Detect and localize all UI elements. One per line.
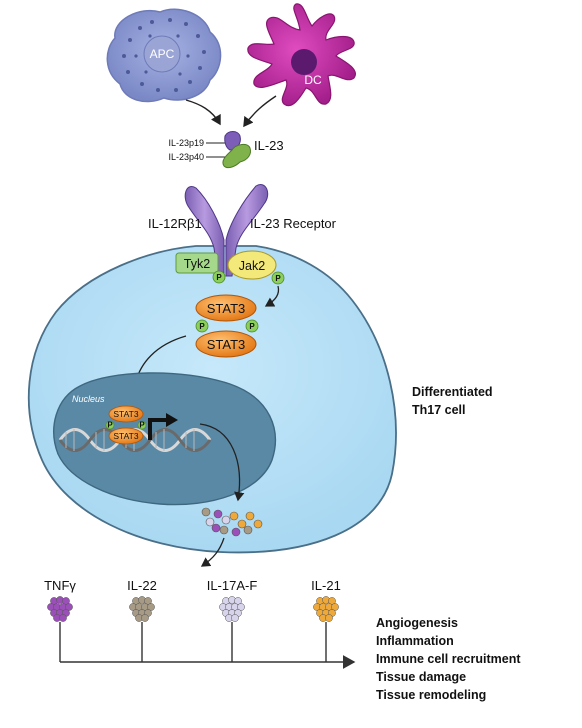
dc-cell: DC (247, 3, 356, 107)
cluster-0-bead (59, 614, 67, 622)
kinases: Tyk2 Jak2 P P (175, 250, 285, 307)
secreted-label-1: IL-22 (127, 578, 157, 593)
secreted-label-0: TNFγ (44, 578, 76, 593)
apc-cell: APC (106, 8, 222, 103)
phospho-stat3-left: P (199, 322, 205, 331)
jak2-oval (227, 250, 277, 280)
stat3-nuc-top-label: STAT3 (113, 409, 138, 419)
nucleus: Nucleus (53, 372, 276, 506)
cluster-1-bead (141, 614, 149, 622)
dc-label: DC (304, 73, 322, 87)
stat3-dimer: STAT3 STAT3 P P (195, 294, 259, 358)
cluster-2 (219, 596, 245, 622)
il23p19-label: IL-23p19 (168, 138, 204, 148)
tyk2-box (175, 252, 219, 274)
tyk2-label: Tyk2 (184, 257, 210, 271)
il23-receptor-label: IL-23 Receptor (250, 216, 337, 231)
effect-0: Angiogenesis (376, 616, 458, 630)
effect-4: Tissue remodeling (376, 688, 486, 702)
cluster-2-bead (231, 614, 239, 622)
effects-list: Angiogenesis Inflammation Immune cell re… (376, 616, 521, 702)
cluster-0 (47, 596, 73, 622)
il23p40-label: IL-23p40 (168, 152, 204, 162)
effect-2: Immune cell recruitment (376, 652, 521, 666)
cluster-3-bead (325, 614, 333, 622)
apc-label: APC (150, 47, 175, 61)
release-arrow (200, 537, 225, 567)
cluster-3 (313, 596, 339, 622)
il23-cytokine: IL-23p19 IL-23p40 IL-23 (168, 131, 284, 169)
stat3-top-label: STAT3 (207, 301, 246, 316)
secreted-label-3: IL-21 (311, 578, 341, 593)
effect-3: Tissue damage (376, 670, 466, 684)
cytokine-cluster (201, 507, 263, 537)
cell-label-line2: Th17 cell (412, 403, 466, 417)
phospho-nuc-right: P (139, 421, 145, 430)
cluster-1 (129, 596, 155, 622)
secreted-clusters (47, 596, 339, 622)
nucleus-label: Nucleus (72, 394, 105, 404)
activation-arrows (185, 95, 277, 128)
il23-receptor: IL-12Rβ1 IL-23 Receptor (148, 184, 337, 277)
stat3-bottom-label: STAT3 (207, 337, 246, 352)
il23-label: IL-23 (254, 138, 284, 153)
phospho-nuc-left: P (107, 421, 113, 430)
secretion-arrow (199, 423, 245, 502)
phospho-jak2: P (275, 274, 281, 283)
il12rb1-label: IL-12Rβ1 (148, 216, 202, 231)
cell-label-line1: Differentiated (412, 385, 493, 399)
effect-1: Inflammation (376, 634, 454, 648)
stat3-nuc-bottom-label: STAT3 (113, 431, 138, 441)
phospho-tyk2: P (216, 273, 222, 282)
effect-bracket (59, 622, 356, 669)
jak2-label: Jak2 (239, 259, 265, 273)
stat3-dna-bound: STAT3 STAT3 P P (105, 405, 178, 445)
secreted-label-2: IL-17A-F (207, 578, 258, 593)
phospho-stat3-right: P (249, 322, 255, 331)
